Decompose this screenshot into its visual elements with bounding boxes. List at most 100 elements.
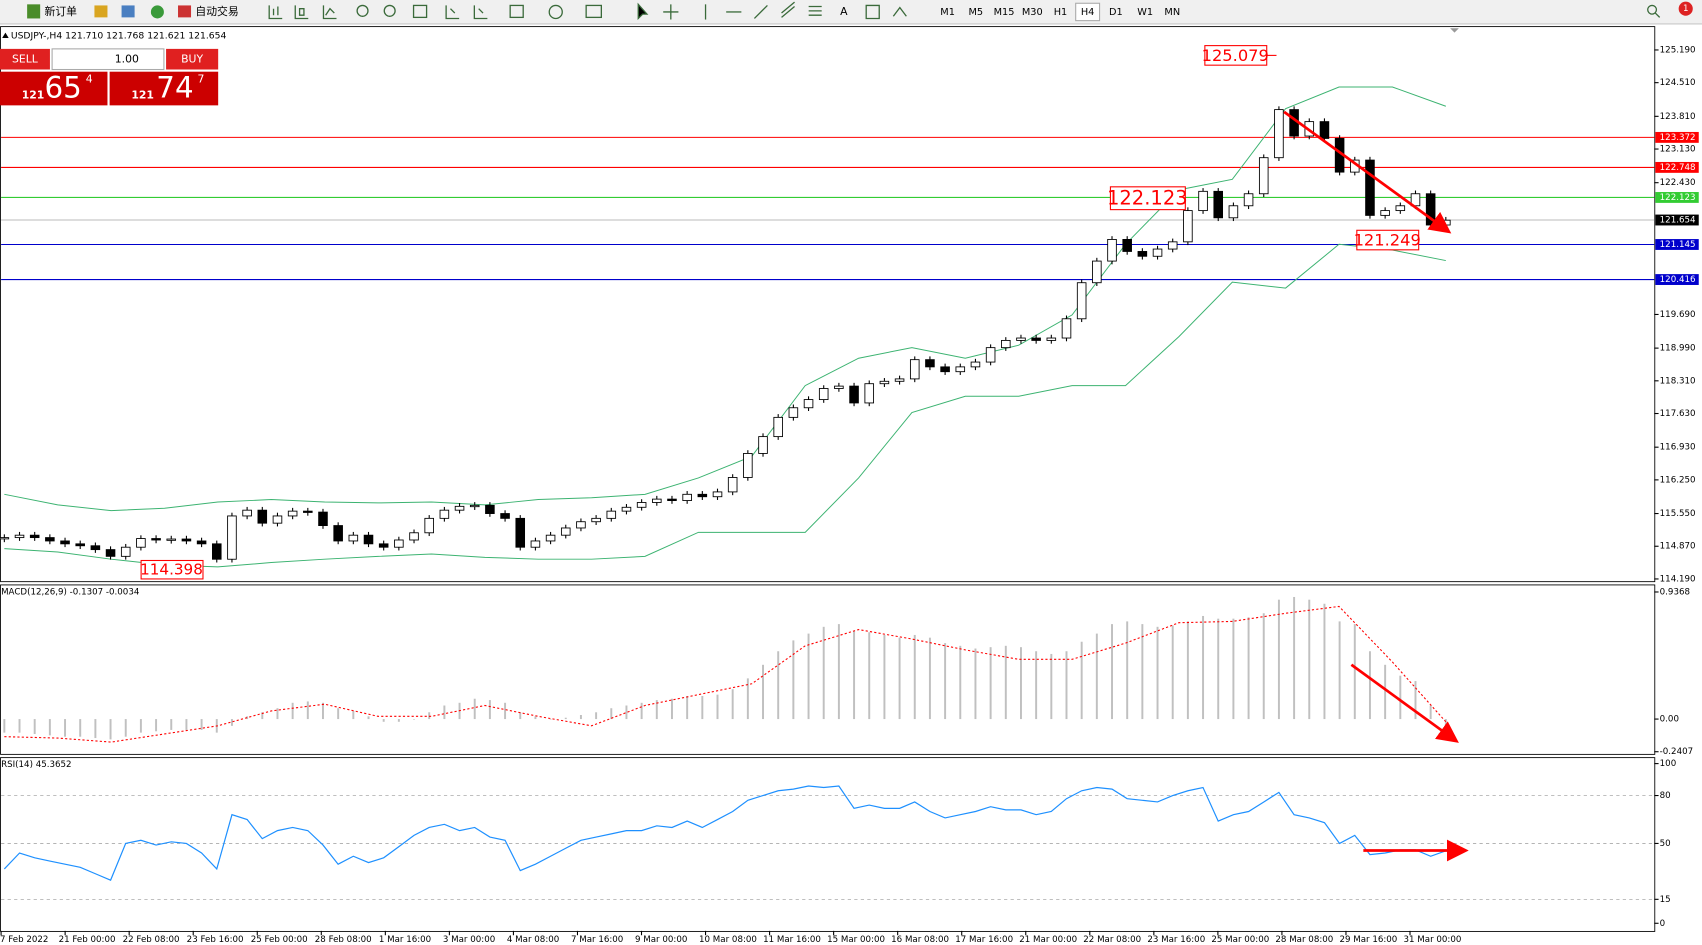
candle (1076, 282, 1087, 320)
plot: USDJPY-,H4 121.710 121.768 121.621 121.6… (0, 30, 1699, 945)
candle (1152, 248, 1163, 257)
ask-box[interactable] (109, 71, 219, 106)
sell-button[interactable] (0, 48, 50, 70)
macd-bar (3, 719, 6, 733)
timeframe-button[interactable]: W1 (1137, 7, 1153, 18)
candle (560, 527, 571, 536)
timeframe-button[interactable]: H4 (1081, 7, 1095, 18)
timeframe-button[interactable]: MN (1164, 7, 1180, 18)
auto-trading[interactable]: 自动交易 (195, 4, 238, 18)
x-tick-label: 28 Feb 08:00 (315, 935, 372, 945)
annotation-box (1356, 229, 1420, 251)
icon[interactable] (121, 5, 135, 18)
candle (333, 525, 343, 542)
y-tick-label: 114.870 (1660, 542, 1696, 552)
timeframe-button[interactable]: M15 (994, 7, 1015, 18)
candle (1274, 109, 1284, 159)
ask-fraction: 7 (198, 72, 205, 85)
icon[interactable] (150, 5, 164, 19)
y-tick-label: 119.690 (1660, 310, 1696, 320)
macd-bar (382, 719, 385, 722)
x-tick-label: 1 Mar 16:00 (379, 935, 431, 945)
macd-bar (139, 719, 142, 733)
bid-box[interactable] (0, 71, 108, 106)
candle (758, 436, 768, 454)
macd-bar (170, 719, 173, 730)
main-pane (0, 26, 1656, 583)
rsi-line (3, 785, 1447, 881)
candle (409, 532, 419, 541)
candle (940, 366, 950, 373)
macd-bar (519, 712, 522, 720)
auto-trading-icon[interactable] (178, 5, 192, 18)
macd-bar (1156, 626, 1159, 720)
x-tick-label: 10 Mar 08:00 (699, 935, 757, 945)
candle (727, 477, 738, 493)
candle (803, 399, 814, 409)
toolbar-icons[interactable] (268, 1, 1661, 21)
macd-bar (792, 640, 795, 720)
x-tick-label: 11 Mar 16:00 (763, 935, 821, 945)
macd-bar (1293, 596, 1296, 720)
level-label: 122.748 (1660, 163, 1696, 173)
x-tick-label: 25 Mar 00:00 (1211, 935, 1269, 945)
sell-label[interactable]: SELL (12, 53, 38, 66)
candle (697, 493, 708, 498)
timeframe-button[interactable]: D1 (1109, 7, 1123, 18)
macd-bar (185, 719, 188, 730)
x-tick-label: 23 Mar 16:00 (1147, 935, 1205, 945)
ask-pips: 74 (156, 71, 193, 105)
candle (75, 543, 85, 547)
candle (788, 407, 799, 418)
level-label-box (1655, 192, 1699, 203)
y-tick-label: 0.00 (1660, 715, 1679, 725)
lot-field[interactable] (51, 48, 165, 71)
notification-badge[interactable] (1678, 1, 1693, 16)
candle (818, 388, 829, 401)
buy-label[interactable]: BUY (181, 53, 203, 66)
annotation-box (1109, 186, 1186, 211)
macd-bar (1019, 647, 1022, 720)
timeframe-button[interactable]: M1 (940, 7, 955, 18)
candle (318, 511, 328, 527)
macd-bar (534, 716, 537, 720)
macd-bar (1126, 621, 1129, 720)
y-tick-label: 117.630 (1660, 409, 1696, 419)
y-tick-label: 123.130 (1660, 145, 1696, 155)
macd-bar (1444, 719, 1447, 726)
new-order-icon[interactable] (27, 4, 41, 19)
macd-bar (337, 708, 340, 720)
macd-bar (1004, 645, 1007, 720)
candle (545, 534, 556, 542)
new-order[interactable]: 新订单 (45, 4, 78, 18)
timeframe-button[interactable]: H1 (1054, 7, 1068, 18)
candle (636, 502, 647, 508)
macd-bar (853, 630, 856, 720)
macd-bar (367, 716, 370, 720)
candle (196, 540, 207, 545)
macd-bar (868, 632, 871, 720)
x-tick-label: 7 Mar 16:00 (571, 935, 623, 945)
timeframe-selected (1075, 2, 1101, 22)
notification-count[interactable]: 1 (1683, 4, 1689, 14)
macd-bar (1323, 603, 1326, 720)
candle (303, 510, 313, 513)
y-tick-label: 0 (1660, 919, 1666, 929)
macd-bar (807, 633, 810, 720)
candle (0, 537, 10, 540)
y-tick-label: 116.250 (1660, 475, 1696, 485)
candle (287, 510, 298, 517)
timeframe-button[interactable]: M5 (969, 7, 984, 18)
x-tick-label: 28 Mar 08:00 (1275, 935, 1333, 945)
macd-bar (1232, 618, 1235, 720)
lot-value[interactable]: 1.00 (115, 53, 139, 66)
rsi-pane (0, 757, 1656, 932)
x-tick-label: 23 Feb 16:00 (187, 935, 244, 945)
macd-bar (1262, 613, 1265, 720)
icon[interactable] (94, 5, 108, 18)
macd-bar (322, 702, 324, 720)
timeframe-button[interactable]: M30 (1022, 7, 1043, 18)
macd-bar (1065, 651, 1068, 720)
text-tool[interactable]: A (840, 5, 848, 18)
buy-button[interactable] (166, 48, 219, 70)
